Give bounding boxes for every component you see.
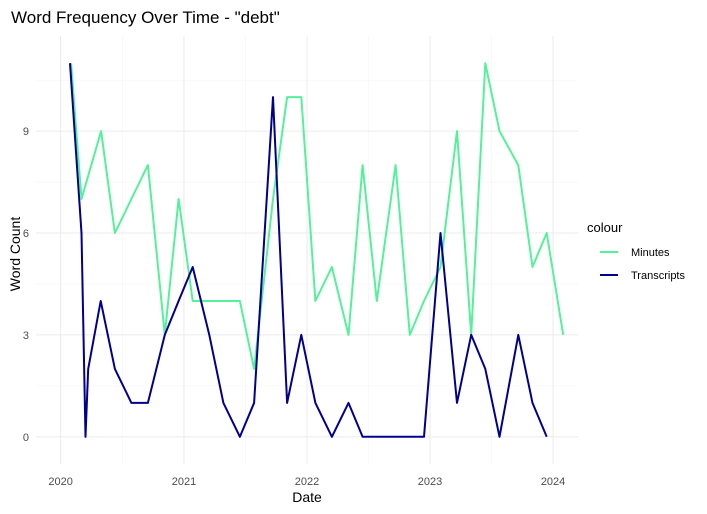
x-tick-label: 2021 <box>172 476 196 488</box>
y-axis: 0 3 6 9 <box>23 126 29 444</box>
series-line-minutes <box>70 62 565 370</box>
legend: colour Minutes Transcripts <box>587 220 685 282</box>
x-axis: 2020 2021 2022 2023 2024 <box>48 476 565 488</box>
chart-title: Word Frequency Over Time - "debt" <box>11 8 280 27</box>
x-tick-label: 2023 <box>418 476 442 488</box>
x-tick-label: 2020 <box>48 476 72 488</box>
y-tick-label: 6 <box>23 228 29 240</box>
series-lines <box>69 62 565 438</box>
y-tick-label: 0 <box>23 432 29 444</box>
y-axis-title: Word Count <box>7 217 23 292</box>
y-tick-label: 9 <box>23 126 29 138</box>
legend-label-minutes: Minutes <box>631 247 670 259</box>
y-tick-label: 3 <box>23 330 29 342</box>
x-axis-title: Date <box>292 489 322 505</box>
x-tick-label: 2024 <box>541 476 565 488</box>
legend-title: colour <box>587 220 623 235</box>
series-line-transcripts <box>69 63 548 438</box>
grid <box>36 36 578 464</box>
x-tick-label: 2022 <box>295 476 319 488</box>
legend-label-transcripts: Transcripts <box>631 270 685 282</box>
